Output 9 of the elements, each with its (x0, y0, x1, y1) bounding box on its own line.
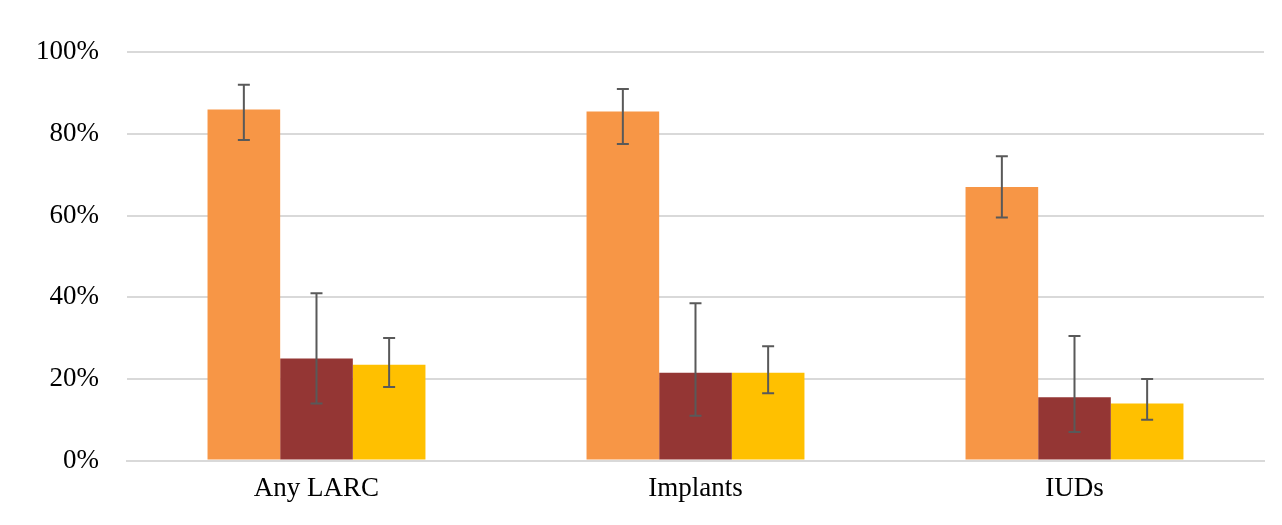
x-tick-label: Any LARC (253, 471, 380, 502)
x-tick-label: IUDs (1045, 471, 1104, 502)
y-tick-label: 40% (49, 280, 99, 311)
y-tick-label: 60% (49, 198, 99, 229)
x-tick-label: Implants (648, 471, 743, 502)
y-tick-label: 80% (49, 116, 99, 147)
y-tick-label: 20% (49, 362, 99, 393)
y-tick-label: 100% (35, 35, 99, 66)
y-tick-label: 0% (62, 443, 99, 474)
